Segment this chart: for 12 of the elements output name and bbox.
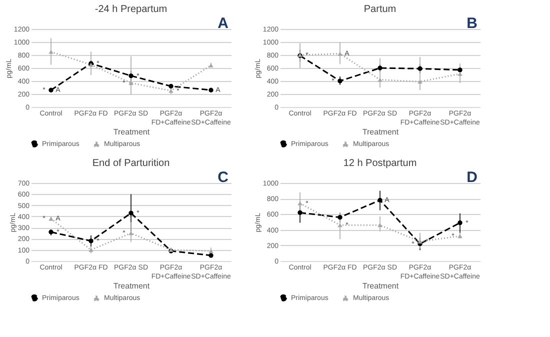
chart-title: Partum [364, 4, 396, 15]
annotation: A [218, 15, 229, 32]
annotation: D [466, 169, 478, 186]
chart-title: 12 h Postpartum [343, 158, 417, 169]
x-axis-title: Treatment [113, 128, 150, 136]
chart-title: -24 h Prepartum [94, 4, 168, 15]
chart-title: End of Parturition [92, 158, 170, 169]
x-axis-title: Treatment [362, 128, 400, 136]
annotation: C [218, 169, 229, 186]
x-axis-title: Treatment [362, 282, 400, 290]
annotation: B [466, 15, 478, 32]
x-axis-title: Treatment [113, 282, 150, 290]
